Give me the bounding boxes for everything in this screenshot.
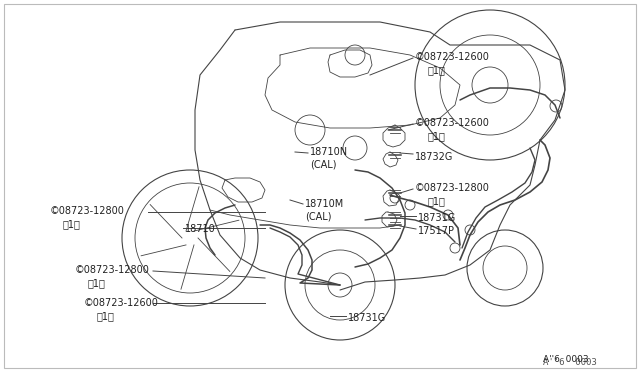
Text: ©08723-12800: ©08723-12800: [75, 265, 150, 275]
Text: 18732G: 18732G: [415, 152, 453, 162]
Text: （1）: （1）: [428, 65, 446, 75]
Text: （1）: （1）: [63, 219, 81, 229]
Text: 18710: 18710: [185, 224, 216, 234]
Text: （1）: （1）: [88, 278, 106, 288]
Text: ©08723-12600: ©08723-12600: [415, 118, 490, 128]
Text: （1）: （1）: [428, 131, 446, 141]
Text: ©08723-12600: ©08723-12600: [84, 298, 159, 308]
Text: 18731G: 18731G: [418, 213, 456, 223]
Text: 18731G: 18731G: [348, 313, 387, 323]
Text: 17517P: 17517P: [418, 226, 455, 236]
Text: 18710N: 18710N: [310, 147, 348, 157]
Text: (CAL): (CAL): [310, 159, 337, 169]
Text: ©08723-12600: ©08723-12600: [415, 52, 490, 62]
Text: (CAL): (CAL): [305, 211, 332, 221]
Text: ©08723-12800: ©08723-12800: [415, 183, 490, 193]
Text: （1）: （1）: [428, 196, 446, 206]
Text: A''6  0003: A''6 0003: [543, 358, 596, 367]
Text: ©08723-12800: ©08723-12800: [50, 206, 125, 216]
Text: A''6  0003: A''6 0003: [543, 355, 589, 364]
Text: 18710M: 18710M: [305, 199, 344, 209]
Text: （1）: （1）: [97, 311, 115, 321]
